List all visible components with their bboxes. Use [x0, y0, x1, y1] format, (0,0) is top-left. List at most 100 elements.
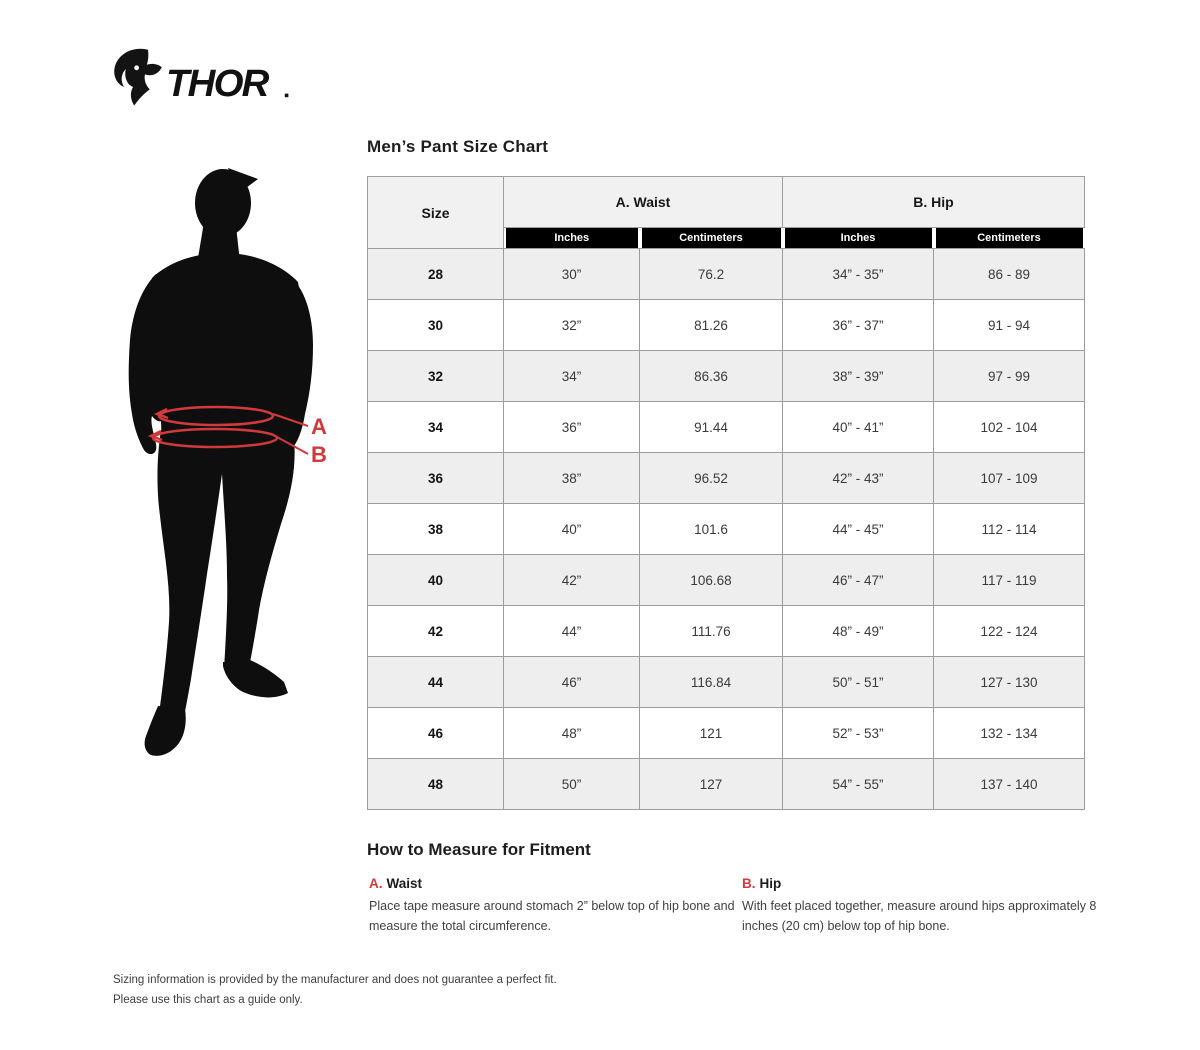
value-cell: 48” - 49” [782, 605, 934, 657]
value-cell: 36” - 37” [782, 299, 934, 351]
value-cell: 32” [503, 299, 640, 351]
table-row: 46 48” 121 52” - 53” 132 - 134 [367, 707, 1086, 759]
value-cell: 36” [503, 401, 640, 453]
measure-name-waist: Waist [386, 876, 423, 891]
value-cell: 34” - 35” [782, 248, 934, 300]
value-cell: 42” [503, 554, 640, 606]
value-cell: 91 - 94 [932, 299, 1086, 351]
value-cell: 38” [503, 452, 640, 504]
value-cell: 44” [503, 605, 640, 657]
value-cell: 111.76 [639, 605, 783, 657]
value-cell: 86.36 [639, 350, 783, 402]
measure-text-hip: With feet placed together, measure aroun… [742, 899, 1097, 933]
size-cell: 32 [367, 350, 504, 402]
measure-text-waist: Place tape measure around stomach 2” bel… [369, 899, 735, 933]
table-row: 32 34” 86.36 38” - 39” 97 - 99 [367, 350, 1086, 402]
size-cell: 38 [367, 503, 504, 555]
size-chart-title: Men’s Pant Size Chart [367, 137, 549, 156]
size-cell: 28 [367, 248, 504, 300]
table-row: 34 36” 91.44 40” - 41” 102 - 104 [367, 401, 1086, 453]
table-row: 44 46” 116.84 50” - 51” 127 - 130 [367, 656, 1086, 708]
value-cell: 132 - 134 [932, 707, 1086, 759]
value-cell: 30” [503, 248, 640, 300]
value-cell: 121 [639, 707, 783, 759]
value-cell: 54” - 55” [782, 758, 934, 810]
sizing-disclaimer: Sizing information is provided by the ma… [113, 974, 557, 1006]
waist-arrow-tip [153, 407, 169, 420]
size-cell: 44 [367, 656, 504, 708]
subheader-bar: Centimeters [935, 228, 1083, 248]
how-to-title: How to Measure for Fitment [367, 840, 591, 859]
size-table-body: 28 30” 76.2 34” - 35” 86 - 89 30 32” 81.26 36” -… [367, 248, 1086, 810]
value-cell: 40” - 41” [782, 401, 934, 453]
value-cell: 86 - 89 [932, 248, 1086, 300]
measure-name-hip: Hip [759, 876, 782, 891]
size-cell: 30 [367, 299, 504, 351]
subheader-hip-centimeters: Centimeters [933, 227, 1085, 249]
value-cell: 106.68 [639, 554, 783, 606]
table-subheader-row: Inches Centimeters Inches Centimeters [368, 227, 1085, 249]
value-cell: 50” [503, 758, 640, 810]
hip-leader-line [276, 436, 309, 455]
value-cell: 127 [639, 758, 783, 810]
size-cell: 40 [367, 554, 504, 606]
body-silhouette [128, 168, 313, 756]
header-hip: B. Hip [781, 176, 1086, 228]
header-size: Size [367, 176, 504, 249]
male-silhouette-figure: A B [128, 168, 327, 756]
thor-logo-text: THOR [166, 62, 270, 105]
value-cell: 127 - 130 [932, 656, 1086, 708]
subheader-hip-inches: Inches [782, 227, 934, 249]
hip-label-b: B [311, 442, 327, 467]
header-waist: A. Waist [503, 176, 783, 228]
value-cell: 81.26 [639, 299, 783, 351]
subheader-waist-centimeters: Centimeters [639, 227, 783, 249]
table-row: 38 40” 101.6 44” - 45” 112 - 114 [367, 503, 1086, 555]
thor-logo: THOR [114, 48, 289, 106]
measure-key-a: A. [369, 876, 383, 891]
value-cell: 97 - 99 [932, 350, 1086, 402]
value-cell: 50” - 51” [782, 656, 934, 708]
value-cell: 46” [503, 656, 640, 708]
value-cell: 42” - 43” [782, 452, 934, 504]
hip-arrow-tip [147, 429, 163, 442]
value-cell: 107 - 109 [932, 452, 1086, 504]
thor-goat-icon [114, 48, 289, 106]
size-cell: 42 [367, 605, 504, 657]
value-cell: 116.84 [639, 656, 783, 708]
size-chart-table: Size A. Waist B. Hip Inches Centimeters … [367, 176, 1086, 810]
measure-item-waist-heading: A. Waist [369, 876, 789, 891]
table-row: 30 32” 81.26 36” - 37” 91 - 94 [367, 299, 1086, 351]
table-row: 40 42” 106.68 46” - 47” 117 - 119 [367, 554, 1086, 606]
value-cell: 46” - 47” [782, 554, 934, 606]
value-cell: 102 - 104 [932, 401, 1086, 453]
measure-item-hip: B. Hip With feet placed together, measure… [742, 876, 1142, 936]
value-cell: 137 - 140 [932, 758, 1086, 810]
measure-item-waist: A. Waist Place tape measure around stomac… [369, 876, 789, 936]
value-cell: 38” - 39” [782, 350, 934, 402]
waist-label-a: A [311, 414, 327, 439]
table-row: 42 44” 111.76 48” - 49” 122 - 124 [367, 605, 1086, 657]
subheader-bar: Inches [506, 228, 638, 248]
value-cell: 52” - 53” [782, 707, 934, 759]
value-cell: 40” [503, 503, 640, 555]
size-cell: 46 [367, 707, 504, 759]
value-cell: 76.2 [639, 248, 783, 300]
size-cell: 48 [367, 758, 504, 810]
value-cell: 44” - 45” [782, 503, 934, 555]
subheader-bar: Centimeters [641, 228, 781, 248]
value-cell: 91.44 [639, 401, 783, 453]
size-cell: 36 [367, 452, 504, 504]
subheader-bar: Inches [784, 228, 932, 248]
value-cell: 34” [503, 350, 640, 402]
table-header-row: Size A. Waist B. Hip [367, 176, 1086, 249]
table-row: 28 30” 76.2 34” - 35” 86 - 89 [367, 248, 1086, 300]
value-cell: 101.6 [639, 503, 783, 555]
value-cell: 96.52 [639, 452, 783, 504]
subheader-waist-inches: Inches [503, 227, 640, 249]
waist-leader-line [272, 413, 309, 427]
table-row: 48 50” 127 54” - 55” 137 - 140 [367, 758, 1086, 810]
measure-key-b: B. [742, 876, 756, 891]
value-cell: 122 - 124 [932, 605, 1086, 657]
